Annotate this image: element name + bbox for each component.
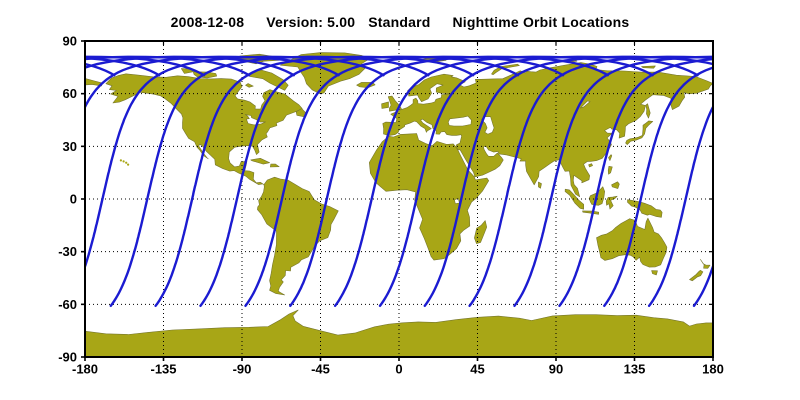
orbit-track xyxy=(0,57,70,306)
title-version: Version: 5.00 xyxy=(266,14,356,30)
land-novaya-zemlya xyxy=(491,63,520,75)
island-dot xyxy=(127,163,130,166)
x-tick-label: -135 xyxy=(150,362,176,377)
y-tick-label: 60 xyxy=(63,86,77,101)
orbit-track xyxy=(244,55,565,307)
orbit-track xyxy=(468,55,713,307)
land-cuba xyxy=(250,158,270,165)
y-axis-labels: 90 60 30 0 -30 -60 -90 xyxy=(58,34,77,365)
orbit-track xyxy=(333,55,654,307)
land-luzon xyxy=(607,166,613,175)
land-southampton-island xyxy=(245,83,254,88)
land-chukotka-east xyxy=(85,78,103,87)
water-great-lakes xyxy=(244,114,266,126)
land-sri-lanka xyxy=(538,181,542,189)
land-north-america xyxy=(105,73,303,185)
y-tick-label: 0 xyxy=(70,192,77,207)
orbit-track xyxy=(513,55,713,307)
x-axis-labels: -180 -135 -90 -45 0 45 90 135 180 xyxy=(72,362,724,377)
orbit-track xyxy=(603,66,713,307)
orbit-track xyxy=(647,104,713,307)
land-new-guinea xyxy=(627,199,663,218)
land-taiwan xyxy=(608,154,613,161)
y-tick-label: -90 xyxy=(58,350,77,365)
y-tick-label: 90 xyxy=(63,34,77,49)
island-dot xyxy=(119,159,122,162)
land-tasmania xyxy=(651,270,658,276)
land-baffin-island xyxy=(249,69,289,91)
land-hainan xyxy=(588,163,593,168)
land-hispaniola xyxy=(270,163,280,168)
x-tick-label: 0 xyxy=(395,362,402,377)
y-tick-label: -60 xyxy=(58,297,77,312)
land-madagascar xyxy=(474,220,487,244)
x-tick-label: 45 xyxy=(470,362,484,377)
island-dot xyxy=(122,160,125,163)
orbit-track xyxy=(739,57,800,306)
title-name: Nighttime Orbit Locations xyxy=(452,14,630,30)
land-australia xyxy=(596,217,668,268)
orbit-tracks xyxy=(0,55,800,307)
water-black-sea xyxy=(447,115,472,127)
orbit-track xyxy=(378,55,699,307)
orbit-track xyxy=(423,55,713,307)
land-java xyxy=(582,210,599,215)
x-tick-label: -45 xyxy=(311,362,330,377)
water-caspian-sea xyxy=(481,116,495,135)
land-new-siberian-islands xyxy=(641,65,656,69)
world-map xyxy=(0,41,800,357)
land-sakhalin xyxy=(645,103,651,119)
axis-ticks xyxy=(81,40,714,361)
land-sulawesi xyxy=(605,195,618,210)
x-tick-label: -90 xyxy=(233,362,252,377)
land-new-zealand-south xyxy=(689,270,704,282)
land-south-america xyxy=(257,176,339,296)
orbit-track xyxy=(85,55,340,110)
x-tick-label: 180 xyxy=(702,362,724,377)
orbit-track xyxy=(289,55,609,307)
title-mode: Standard xyxy=(368,14,431,30)
x-tick-label: -180 xyxy=(72,362,98,377)
y-tick-label: 30 xyxy=(63,139,77,154)
x-tick-label: 90 xyxy=(549,362,563,377)
land-ireland xyxy=(381,101,389,109)
orbit-track xyxy=(558,57,713,307)
chart-title: 2008-12-08 Version: 5.00 Standard Nightt… xyxy=(0,14,800,30)
orbit-track xyxy=(0,57,25,306)
land-sumatra xyxy=(564,188,584,210)
land-new-zealand-north xyxy=(700,259,711,269)
water-lake-baikal xyxy=(579,100,591,109)
land-japan xyxy=(625,120,654,145)
orbit-track xyxy=(784,57,800,306)
x-tick-label: 135 xyxy=(624,362,646,377)
island-dot xyxy=(125,161,128,164)
y-tick-label: -30 xyxy=(58,244,77,259)
orbit-track xyxy=(85,55,295,77)
land-mindanao xyxy=(611,181,620,189)
title-date: 2008-12-08 xyxy=(170,14,245,30)
